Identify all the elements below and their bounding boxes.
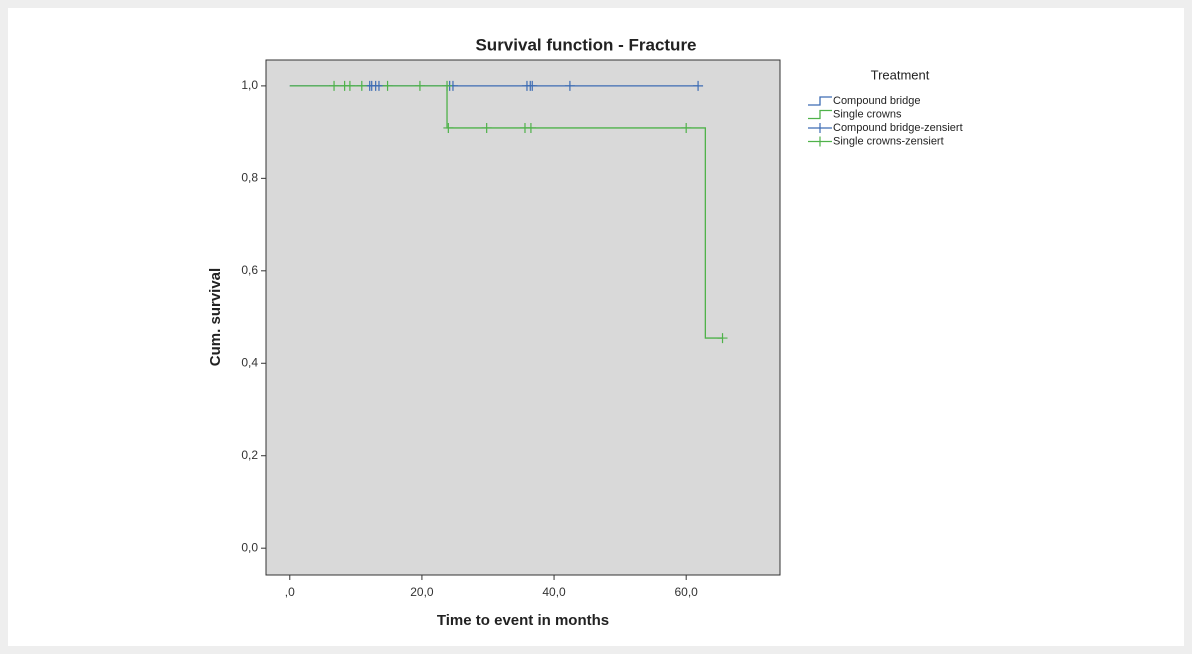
censor-mark <box>717 333 728 344</box>
censor-mark <box>329 80 340 91</box>
x-axis-label: Time to event in months <box>437 612 609 629</box>
censor-mark <box>681 122 692 133</box>
legend-title: Treatment <box>871 67 930 82</box>
legend-label: Compound bridge <box>833 95 920 107</box>
censor-mark <box>481 122 492 133</box>
y-tick-label: 0,6 <box>241 263 258 277</box>
y-tick-label: 0,4 <box>241 355 258 369</box>
censor-mark <box>564 80 575 91</box>
legend-label: Single crowns-zensiert <box>833 135 944 147</box>
chart-title: Survival function - Fracture <box>475 35 696 54</box>
censor-mark <box>442 80 453 91</box>
x-tick-label: 60,0 <box>675 585 699 599</box>
legend-marker <box>808 136 832 147</box>
censor-mark <box>693 80 704 91</box>
legend-label: Single crowns <box>833 108 902 120</box>
legend-label: Compound bridge-zensiert <box>833 122 963 134</box>
censor-mark <box>527 80 538 91</box>
censor-mark <box>344 80 355 91</box>
y-axis-label: Cum. survival <box>207 268 224 366</box>
x-tick-label: 40,0 <box>542 585 566 599</box>
legend-marker <box>808 123 832 133</box>
x-tick-label: ,0 <box>285 585 295 599</box>
censor-mark <box>382 80 393 91</box>
x-tick-label: 20,0 <box>410 585 434 599</box>
legend-marker <box>808 109 832 120</box>
censor-mark <box>443 122 454 133</box>
censor-mark <box>373 80 384 91</box>
censor-mark <box>356 80 367 91</box>
legend-marker <box>808 96 832 106</box>
y-tick-label: 1,0 <box>241 78 258 92</box>
plot-area <box>265 59 781 576</box>
y-tick-label: 0,0 <box>241 540 258 554</box>
censor-mark <box>414 80 425 91</box>
censor-mark <box>525 122 536 133</box>
y-tick-label: 0,8 <box>241 171 258 185</box>
y-tick-label: 0,2 <box>241 448 258 462</box>
